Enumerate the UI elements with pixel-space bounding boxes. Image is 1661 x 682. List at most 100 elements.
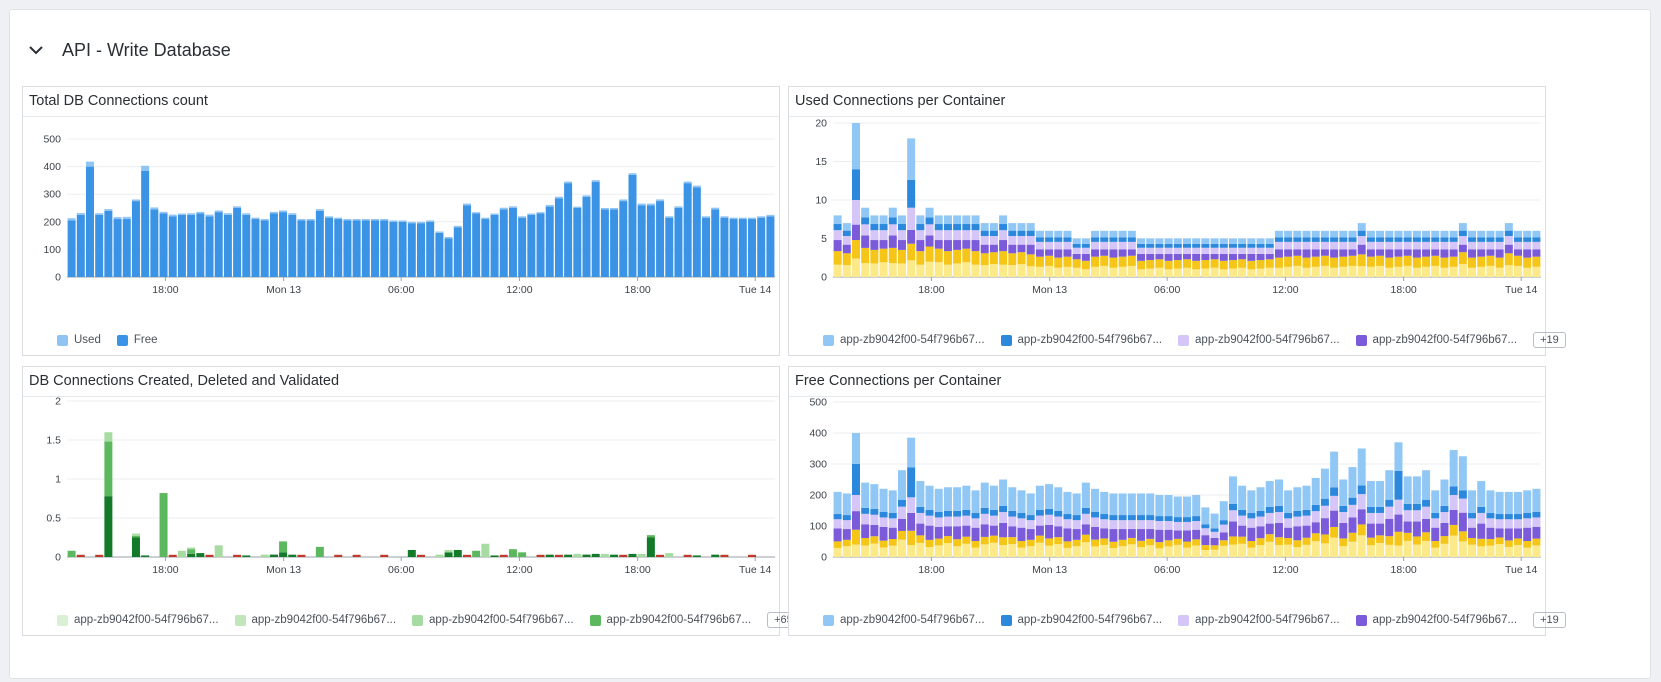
bar-segment-lightblue — [943, 487, 952, 511]
bar-segment-blue — [1109, 237, 1118, 242]
bar-segment-blue — [989, 230, 998, 237]
y-tick-label: 300 — [809, 459, 827, 471]
legend-item-container-4[interactable]: app-zb9042f00-54f796b67... — [589, 614, 751, 626]
bar-segment-purple — [999, 240, 1008, 252]
bar-segment-paleyellow — [1431, 265, 1440, 277]
bar-segment-lightblue — [1210, 238, 1219, 244]
bar-segment-lavender — [1394, 241, 1403, 250]
bar-free — [104, 210, 113, 277]
bar-segment-paleyellow — [1532, 545, 1541, 557]
legend-item-container-3[interactable]: app-zb9042f00-54f796b67... — [1178, 614, 1340, 626]
bar-segment-lightblue — [1173, 238, 1182, 244]
bar-segment-lavender — [999, 230, 1008, 241]
x-tick-label: 18:00 — [918, 284, 944, 296]
panel-total-db-connections[interactable]: Total DB Connections count 500 400 300 200 1… — [22, 86, 780, 356]
legend-item-container-3[interactable]: app-zb9042f00-54f796b67... — [412, 614, 574, 626]
bar-segment-blue — [879, 224, 888, 231]
bar-segment-lightblue — [1017, 490, 1026, 514]
legend-more-button[interactable]: +19 — [1533, 612, 1566, 628]
bar-segment-purple — [1431, 527, 1440, 542]
bar-segment-lavender — [1228, 510, 1237, 522]
bar-segment-purple — [1238, 253, 1247, 260]
legend-item-used[interactable]: Used — [57, 334, 101, 346]
bar-segment-yellow — [1219, 540, 1228, 546]
created-deleted-validated-chart[interactable]: 2 1.5 1 0.5 0 18:00 Mon 13 06:00 12:00 18:00 Tue 1… — [23, 397, 781, 607]
bar-free — [131, 201, 140, 277]
bar-segment-paleyellow — [980, 265, 989, 277]
bar-segment-blue — [1118, 237, 1127, 242]
bar-other — [104, 432, 113, 442]
bar-segment-lightblue — [925, 207, 934, 218]
section-header[interactable]: API - Write Database — [24, 34, 231, 66]
bar-segment-purple — [1523, 249, 1532, 258]
bar-segment-purple — [1219, 253, 1228, 261]
bar-other — [637, 553, 646, 557]
legend-item-container-2[interactable]: app-zb9042f00-54f796b67... — [1000, 614, 1162, 626]
bar-segment-lavender — [1422, 506, 1431, 519]
legend-label: app-zb9042f00-54f796b67... — [74, 614, 219, 626]
bar-segment-lavender — [1164, 521, 1173, 530]
bar-used — [76, 212, 85, 215]
bar-segment-blue — [971, 224, 980, 231]
legend-item-container-2[interactable]: app-zb9042f00-54f796b67... — [234, 614, 396, 626]
total-connections-chart[interactable]: 500 400 300 200 100 0 18:00 Mon 13 06:00 12:00 18:… — [23, 117, 781, 327]
bar-segment-lavender — [934, 230, 943, 241]
bar-segment-lightblue — [1265, 238, 1274, 244]
bar-segment-paleyellow — [1514, 544, 1523, 557]
legend-label: Free — [133, 334, 158, 346]
legend-item-container-1[interactable]: app-zb9042f00-54f796b67... — [823, 614, 985, 626]
bar-segment-blue — [1137, 515, 1146, 521]
panel-used-connections-per-container[interactable]: Used Connections per Container 20 15 10 5 0 1… — [788, 86, 1566, 356]
bar-used — [729, 217, 738, 220]
bar-validated — [646, 535, 655, 538]
bar-segment-blue — [916, 506, 925, 513]
legend-item-container-4[interactable]: app-zb9042f00-54f796b67... — [1355, 334, 1517, 346]
bar-segment-purple — [1366, 249, 1375, 257]
bar-segment-purple — [1403, 249, 1412, 256]
bar-segment-lightblue — [1274, 479, 1283, 506]
legend-item-container-3[interactable]: app-zb9042f00-54f796b67... — [1178, 334, 1340, 346]
panel-free-connections-per-container[interactable]: Free Connections per Container 500 400 300… — [788, 366, 1566, 636]
used-per-container-chart[interactable]: 20 15 10 5 0 18:00 Mon 13 06:00 12:00 18:00 Tue 14 — [789, 117, 1547, 327]
bar-segment-purple — [1495, 249, 1504, 258]
bar-free — [738, 219, 747, 277]
legend-more-button[interactable]: +19 — [1533, 332, 1566, 348]
bar-created — [610, 554, 619, 557]
bar-segment-purple — [1118, 529, 1127, 540]
bar-segment-paleyellow — [1339, 546, 1348, 557]
bar-segment-purple — [1357, 244, 1366, 255]
bar-segment-paleyellow — [1523, 267, 1532, 277]
bar-segment-lightblue — [1072, 493, 1081, 516]
bar-segment-purple — [1302, 249, 1311, 258]
legend-item-container-1[interactable]: app-zb9042f00-54f796b67... — [823, 334, 985, 346]
bar-segment-lavender — [1366, 241, 1375, 250]
bar-segment-lavender — [1284, 518, 1293, 528]
bar-segment-purple — [1514, 528, 1523, 539]
bar-segment-lightblue — [1228, 476, 1237, 504]
bar-used — [628, 173, 637, 175]
bar-segment-paleyellow — [1302, 267, 1311, 277]
bar-segment-purple — [1394, 249, 1403, 257]
bar-used — [499, 207, 508, 210]
bar-other — [214, 545, 223, 557]
legend-item-container-2[interactable]: app-zb9042f00-54f796b67... — [1000, 334, 1162, 346]
y-tick-label: 200 — [809, 490, 827, 502]
bar-segment-yellow — [1173, 538, 1182, 545]
free-per-container-chart[interactable]: 500 400 300 200 100 0 18:00 Mon 13 06:00 12:00 18:… — [789, 397, 1547, 607]
bar-segment-blue — [1376, 237, 1385, 242]
legend-item-container-4[interactable]: app-zb9042f00-54f796b67... — [1355, 614, 1517, 626]
bar-segment-purple — [1302, 525, 1311, 538]
bar-segment-lightblue — [1339, 479, 1348, 506]
bar-segment-lavender — [833, 519, 842, 529]
bar-segment-paleyellow — [870, 263, 879, 277]
bar-segment-blue — [1431, 237, 1440, 242]
chevron-down-icon[interactable] — [24, 38, 48, 62]
legend-item-free[interactable]: Free — [116, 334, 158, 346]
bar-segment-paleyellow — [1210, 267, 1219, 277]
bar-segment-purple — [1458, 512, 1467, 532]
legend-item-container-1[interactable]: app-zb9042f00-54f796b67... — [57, 614, 219, 626]
y-tick-label: 500 — [809, 397, 827, 409]
panel-db-connections-created-deleted-validated[interactable]: DB Connections Created, Deleted and Vali… — [22, 366, 800, 636]
bar-segment-yellow — [1504, 540, 1513, 547]
bar-free — [508, 208, 517, 277]
